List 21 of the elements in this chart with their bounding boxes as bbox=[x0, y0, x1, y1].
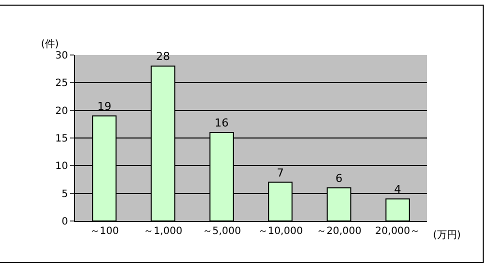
y-axis-title: (件) bbox=[41, 39, 59, 50]
y-tick-label: 30 bbox=[55, 50, 68, 62]
data-label: 19 bbox=[97, 100, 112, 113]
data-label: 16 bbox=[214, 116, 229, 130]
x-tick-label: ～20,000 bbox=[316, 226, 362, 237]
data-label: 6 bbox=[336, 172, 342, 185]
y-tick-label: 25 bbox=[55, 78, 68, 90]
y-tick-label: 15 bbox=[55, 134, 68, 144]
x-tick-label: ～5,000 bbox=[202, 226, 241, 237]
x-tick-label: 20,000～ bbox=[375, 226, 420, 237]
x-tick-label: ～100 bbox=[90, 226, 119, 237]
y-tick-label: 5 bbox=[62, 188, 68, 200]
y-tick-label: 0 bbox=[62, 216, 68, 228]
y-tick-label: 20 bbox=[55, 106, 68, 117]
data-label: 28 bbox=[156, 50, 170, 64]
x-tick-label: ～1,000 bbox=[144, 226, 182, 237]
x-axis-title: (万円) bbox=[433, 230, 461, 241]
x-tick-label: ～10,000 bbox=[258, 226, 303, 237]
y-tick-label: 10 bbox=[55, 161, 68, 172]
data-label: 4 bbox=[394, 182, 402, 196]
data-label: 7 bbox=[276, 166, 284, 180]
